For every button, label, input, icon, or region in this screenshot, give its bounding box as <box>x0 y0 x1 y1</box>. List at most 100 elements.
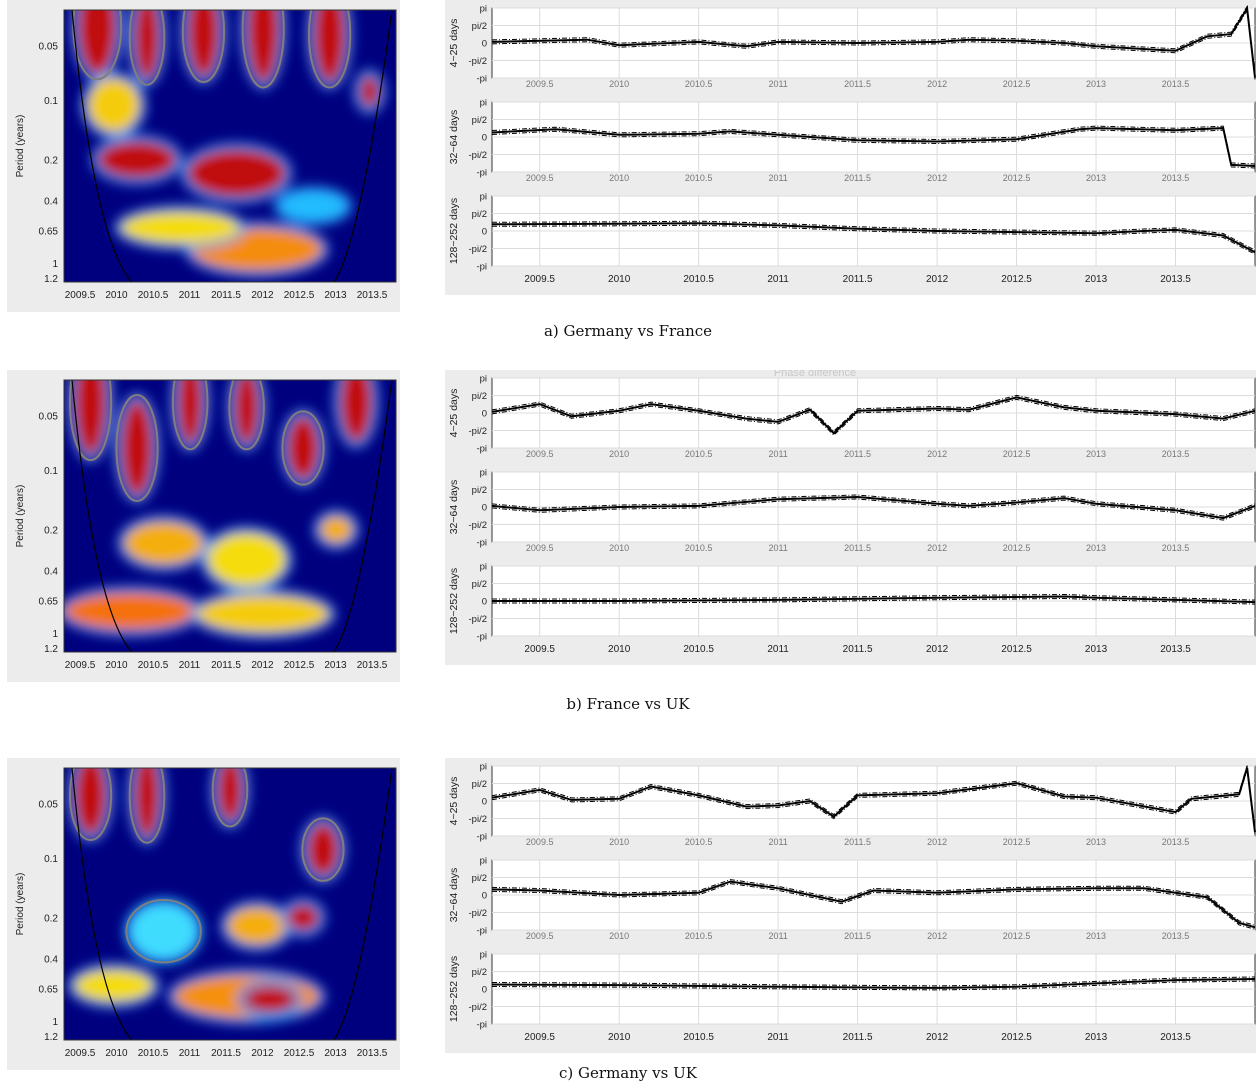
y-tick-label: pi <box>480 562 487 573</box>
power-region <box>286 415 320 481</box>
x-tick-label: 2010.5 <box>685 449 713 459</box>
x-tick-label: 2011 <box>768 837 787 847</box>
x-tick-label: 2010 <box>609 79 629 89</box>
wavelet-power-plot: 0.05 0.1 0.2 0.4 0.65 1 1.2 Period (years) 2009.… <box>15 767 397 1059</box>
power-region <box>73 380 108 457</box>
x-tick-label: 2012.5 <box>1003 931 1031 941</box>
wavelet-power-panel: 0.05 0.1 0.2 0.4 0.65 1 1.2 Period (years) 2009.… <box>7 370 400 682</box>
power-region <box>120 211 240 244</box>
cone-of-influence-right <box>333 10 393 282</box>
x-tick-label: 2010.5 <box>138 290 169 301</box>
x-tick-label: 2013.5 <box>1160 1032 1191 1043</box>
confidence-band-lower <box>491 9 1256 80</box>
x-tick-label: 2010 <box>608 274 631 285</box>
y-tick-label: -pi/2 <box>469 908 487 919</box>
x-tick-label: 2009.5 <box>526 79 554 89</box>
y-tick-label: -pi <box>476 631 487 642</box>
x-tick-label: 2011.5 <box>844 173 871 183</box>
phase-difference-plot: pi pi/2 0 -pi/2 -pi 4~25 days 2009.5 2010 2010.5… <box>448 4 1256 285</box>
significance-contour <box>281 410 325 486</box>
wavelet-power-plot: 0.05 0.1 0.2 0.4 0.65 1 1.2 Period (years) 2009.… <box>15 379 397 671</box>
y-tick-label: 0.4 <box>44 196 58 207</box>
x-tick-label: 2010 <box>105 1048 128 1059</box>
x-tick-label: 2012 <box>926 1032 949 1043</box>
x-tick-label: 2013.5 <box>357 290 388 301</box>
x-tick-label: 2013.5 <box>1162 173 1190 183</box>
x-tick-label: 2012 <box>927 837 947 847</box>
y-tick-label: pi <box>480 468 487 479</box>
x-tick-label: 2012 <box>927 79 947 89</box>
plot-frame <box>63 379 397 653</box>
cone-of-influence-right <box>333 380 393 652</box>
y-tick-label: -pi <box>476 537 487 548</box>
y-tick-label: pi/2 <box>472 209 487 220</box>
power-region <box>233 380 260 446</box>
y-tick-label: 0.4 <box>44 954 58 965</box>
x-tick-label: 2012 <box>926 274 949 285</box>
significance-contour <box>241 10 285 89</box>
significance-contour <box>128 768 166 844</box>
x-tick-label: 2011.5 <box>844 931 871 941</box>
y-tick-label: -pi <box>476 261 487 272</box>
confidence-band-upper <box>491 220 1256 251</box>
power-region <box>97 140 177 179</box>
figure-caption: a) Germany vs France <box>543 322 713 340</box>
power-region <box>133 10 161 81</box>
phase-difference-plot: Phase difference pi pi/2 0 -pi/2 -pi 4~25 days… <box>448 367 1256 655</box>
power-region <box>123 521 204 565</box>
y-tick-label: 0.1 <box>44 854 58 865</box>
phase-difference-panel: pi pi/2 0 -pi/2 -pi 4~25 days 2009.5 2010 2010.5… <box>445 0 1256 295</box>
phase-subplot: pi pi/2 0 -pi/2 -pi 4~25 days 2009.5 2010 2010.5… <box>448 374 1256 459</box>
x-tick-label: 2010.5 <box>683 274 714 285</box>
x-tick-label: 2011.5 <box>843 274 873 285</box>
x-tick-label: 2010 <box>105 290 128 301</box>
section-a: 0.05 0.1 0.2 0.4 0.65 1 1.2 Period (years) 2009.… <box>0 0 1256 350</box>
y-axis-label: Period (years) <box>15 485 26 548</box>
significance-contour <box>308 10 352 89</box>
x-tick-label: 2009.5 <box>524 274 555 285</box>
figure-caption: c) Germany vs UK <box>559 1064 697 1082</box>
power-region <box>206 532 287 587</box>
x-tick-label: 2012 <box>927 931 947 941</box>
confidence-band-upper <box>491 879 1256 926</box>
y-tick-label: -pi/2 <box>469 614 487 625</box>
x-tick-label: 2010 <box>609 931 629 941</box>
y-tick-label: -pi/2 <box>469 56 487 67</box>
y-tick-label: -pi <box>476 925 487 936</box>
phase-subplot: pi pi/2 0 -pi/2 -pi 32~64 days 2009.5 2010 2010.… <box>448 468 1256 553</box>
power-region <box>246 10 280 84</box>
cone-of-influence-left <box>71 10 133 282</box>
phase-series-line <box>491 222 1256 254</box>
x-tick-label: 2009.5 <box>65 1048 96 1059</box>
x-tick-label: 2013.5 <box>1160 644 1191 655</box>
significance-contour <box>128 10 166 86</box>
x-tick-label: 2013 <box>324 1048 347 1059</box>
significance-contour <box>171 380 209 451</box>
x-tick-label: 2013.5 <box>1162 931 1190 941</box>
power-region <box>243 985 297 1013</box>
x-tick-label: 2011 <box>768 543 787 553</box>
x-tick-label: 2012.5 <box>284 290 315 301</box>
phase-subplot: pi pi/2 0 -pi/2 -pi 128~252 days 2009.5 2010 201… <box>448 192 1256 285</box>
confidence-band-upper <box>492 593 1256 601</box>
x-tick-label: 2010.5 <box>685 79 713 89</box>
confidence-band-upper <box>491 125 1256 165</box>
significance-contour <box>68 380 113 462</box>
confidence-band-upper <box>491 765 1256 831</box>
x-tick-label: 2011.5 <box>843 644 873 655</box>
y-tick-label: -pi/2 <box>469 244 487 255</box>
confidence-band-lower <box>491 980 1256 991</box>
power-region <box>186 10 221 78</box>
phase-series-line <box>491 880 1256 929</box>
power-region <box>279 192 347 220</box>
y-tick-label: 0.05 <box>39 411 59 422</box>
x-tick-label: 2010.5 <box>685 173 713 183</box>
section-c: 0.05 0.1 0.2 0.4 0.65 1 1.2 Period (years) 2009.… <box>0 740 1256 1092</box>
y-tick-label: -pi <box>476 167 487 178</box>
power-region <box>130 904 197 959</box>
x-tick-label: 2012.5 <box>1003 543 1031 553</box>
x-tick-label: 2011.5 <box>211 290 241 301</box>
confidence-band-upper <box>491 494 1256 517</box>
x-tick-label: 2010 <box>609 837 629 847</box>
y-tick-label: 0 <box>482 891 487 902</box>
